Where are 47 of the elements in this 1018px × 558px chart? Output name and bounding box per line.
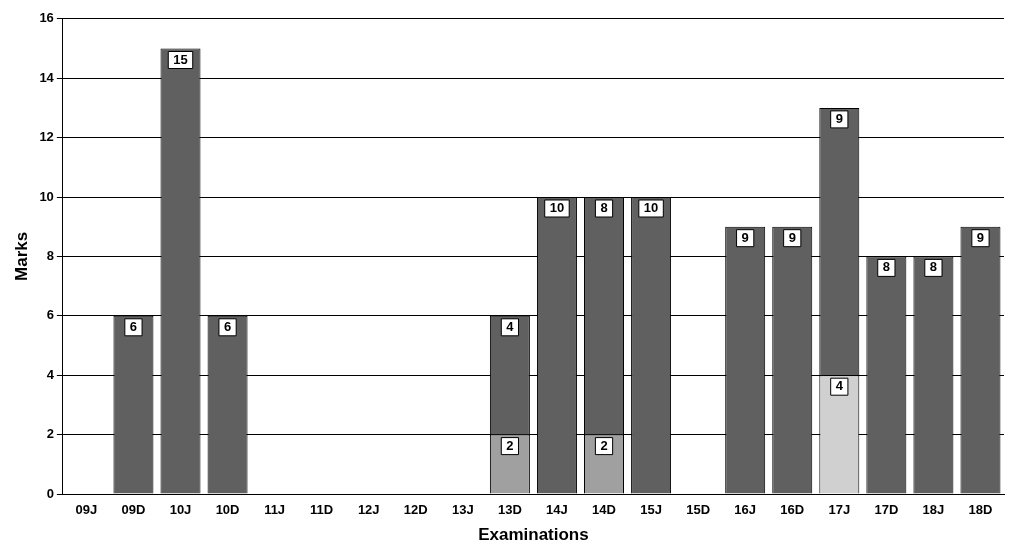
y-tick-label: 4: [46, 366, 55, 382]
y-tick-label: 12: [39, 129, 54, 145]
x-tick-label: 15J: [640, 502, 662, 518]
y-tick-label: 6: [46, 307, 54, 323]
data-label: 9: [788, 229, 796, 245]
x-axis-title: Examinations: [478, 525, 589, 545]
data-label: 9: [976, 229, 985, 245]
x-tick-label: 18D: [968, 502, 993, 518]
x-tick-label: 09J: [75, 502, 98, 518]
y-tick-label: 16: [39, 10, 54, 26]
y-tick-label: 2: [46, 426, 54, 442]
x-tick-label: 14D: [592, 502, 616, 518]
x-tick-label: 17D: [874, 502, 899, 518]
x-tick-label: 14J: [546, 502, 568, 518]
y-tick-label: 8: [46, 247, 54, 263]
data-label: 8: [929, 259, 938, 275]
data-label: 9: [741, 229, 749, 245]
data-label: 8: [882, 259, 890, 275]
data-label: 4: [835, 378, 844, 394]
x-tick-label: 09D: [121, 502, 146, 518]
x-tick-label: 11D: [310, 502, 334, 518]
x-tick-label: 13J: [451, 502, 474, 518]
x-tick-label: 11J: [264, 502, 286, 518]
data-label: 15: [173, 51, 188, 67]
x-tick-label: 10D: [215, 502, 240, 518]
x-tick-label: 16J: [734, 502, 757, 518]
data-label: 2: [506, 437, 514, 453]
x-tick-label: 17J: [828, 502, 851, 518]
y-tick-label: 0: [46, 485, 54, 501]
data-label: 9: [835, 110, 843, 126]
y-tick-label: 10: [39, 188, 54, 204]
x-tick-label: 10J: [169, 502, 192, 518]
x-tick-label: 18J: [922, 502, 945, 518]
y-tick-label: 14: [39, 69, 55, 85]
data-label: 10: [549, 200, 565, 216]
data-label: 6: [223, 318, 232, 334]
data-label: 2: [600, 437, 608, 453]
y-axis-title: Marks: [11, 231, 31, 281]
data-label: 8: [600, 200, 608, 216]
data-label: 6: [129, 318, 138, 334]
x-tick-label: 16D: [780, 502, 805, 518]
x-tick-label: 13D: [497, 502, 522, 518]
data-label: 10: [643, 200, 659, 216]
x-tick-label: 15D: [686, 502, 711, 518]
x-tick-label: 12D: [403, 502, 428, 518]
x-tick-label: 12J: [357, 502, 380, 518]
data-label: 4: [506, 318, 515, 334]
